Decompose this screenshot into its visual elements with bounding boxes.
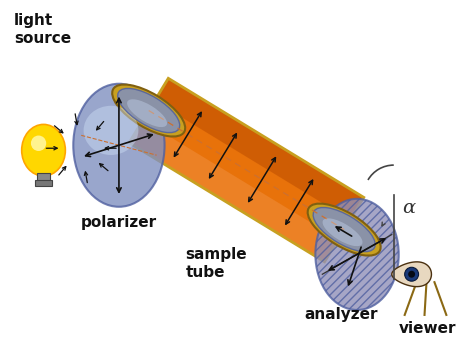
Ellipse shape xyxy=(408,271,415,278)
Ellipse shape xyxy=(118,88,180,133)
Ellipse shape xyxy=(83,106,138,155)
Ellipse shape xyxy=(313,208,375,252)
Ellipse shape xyxy=(22,124,65,176)
Ellipse shape xyxy=(315,199,399,310)
Ellipse shape xyxy=(73,84,164,207)
Text: viewer: viewer xyxy=(399,321,456,336)
Ellipse shape xyxy=(127,99,167,127)
Bar xyxy=(36,173,50,183)
Ellipse shape xyxy=(323,218,363,246)
Ellipse shape xyxy=(308,204,381,256)
Text: light
source: light source xyxy=(14,13,71,46)
Ellipse shape xyxy=(112,84,185,137)
Text: polarizer: polarizer xyxy=(81,215,157,230)
Ellipse shape xyxy=(31,136,46,151)
Polygon shape xyxy=(129,120,338,262)
Polygon shape xyxy=(129,78,364,262)
Polygon shape xyxy=(392,262,431,286)
Text: α: α xyxy=(401,199,415,217)
Bar xyxy=(35,180,53,186)
Text: sample
tube: sample tube xyxy=(185,247,247,280)
Ellipse shape xyxy=(405,267,419,281)
Text: analyzer: analyzer xyxy=(304,307,378,322)
Polygon shape xyxy=(155,78,364,220)
